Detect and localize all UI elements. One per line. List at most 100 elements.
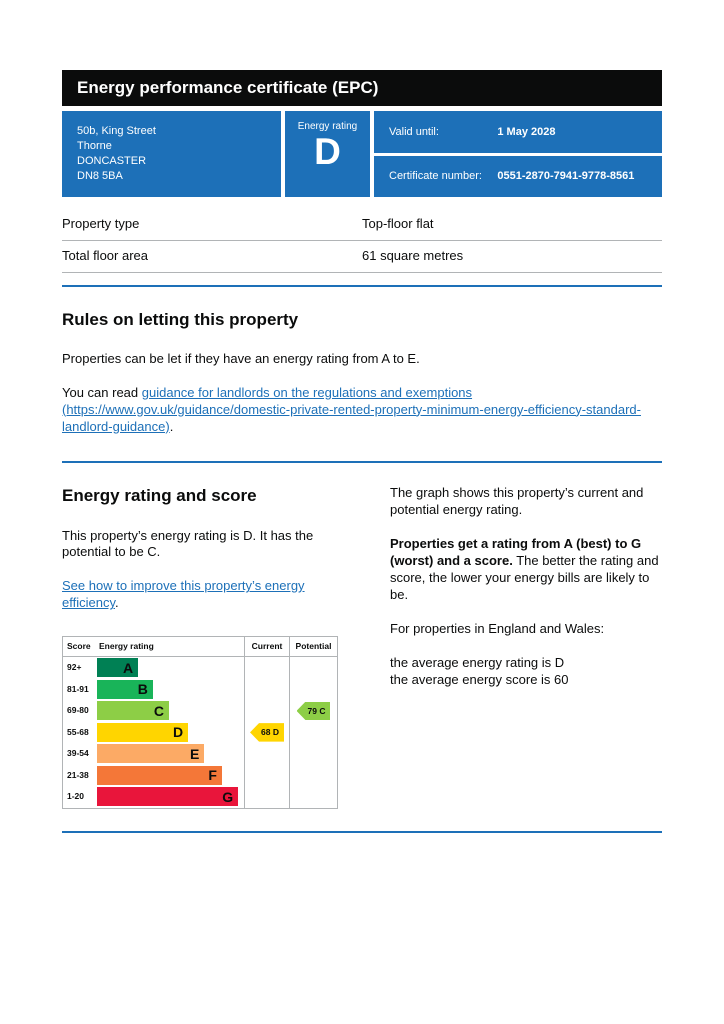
energy-rating-label: Energy rating [297, 121, 358, 132]
band-bar-d: D [97, 722, 189, 742]
potential-rating-tag: 79 C [296, 701, 331, 721]
band-bar-cell: D [97, 722, 244, 744]
chart-header-rating: Energy rating [99, 641, 154, 652]
epc-band-row-g: 1-20 G [63, 786, 337, 808]
epc-band-row-e: 39-54 E [63, 743, 337, 765]
potential-cell [289, 721, 337, 744]
band-letter: C [153, 702, 165, 719]
current-cell [244, 786, 289, 808]
epc-band-row-a: 92+ A [63, 657, 337, 679]
potential-cell [289, 678, 337, 701]
band-letter: B [137, 681, 148, 698]
section-divider [62, 284, 662, 287]
band-bar-a: A [97, 658, 139, 678]
rules-heading: Rules on letting this property [62, 309, 299, 329]
property-type-value: Top-floor flat [362, 216, 434, 231]
potential-cell [289, 743, 337, 765]
band-bar-g: G [97, 787, 239, 807]
landlord-guidance-link[interactable]: guidance for landlords on the regulation… [62, 384, 641, 434]
table-row: Property type Top-floor flat [62, 209, 662, 241]
band-bar-cell: E [97, 743, 244, 765]
rules-paragraph: Properties can be let if they have an en… [62, 350, 420, 366]
potential-cell [289, 764, 337, 787]
epc-band-row-b: 81-91 B [63, 678, 337, 701]
band-bar-b: B [97, 679, 153, 699]
potential-cell [289, 786, 337, 808]
table-row: Total floor area 61 square metres [62, 241, 662, 273]
epc-band-row-c: 69-80 C 79 C [63, 700, 337, 722]
address-line-4: DN8 5BA [77, 169, 123, 182]
average-rating-line: the average energy rating is D [390, 654, 565, 670]
chart-header-current: Current [244, 637, 289, 657]
band-bar-c: C [97, 701, 170, 721]
certificate-banner: Energy performance certificate (EPC) [62, 70, 662, 106]
improve-link-suffix: . [115, 595, 119, 611]
epc-band-row-d: 55-68 D 68 D [63, 721, 337, 744]
certificate-number-value: 0551-2870-7941-9778-8561 [497, 170, 635, 183]
band-bar-e: E [97, 744, 205, 764]
guidance-text-suffix: . [169, 418, 174, 434]
rating-left-column: Energy rating and score This property’s … [62, 485, 362, 809]
epc-band-row-f: 21-38 F [63, 764, 337, 787]
current-rating-tag: 68 D [250, 723, 284, 742]
rating-explainer-rest: The better the rating and score, the low… [390, 553, 659, 602]
certificate-summary-panel: 50b, King Street Thorne DONCASTER DN8 5B… [62, 111, 662, 197]
rating-summary-paragraph: This property’s energy rating is D. It h… [62, 527, 314, 560]
page-content: Energy performance certificate (EPC) 50b… [62, 70, 662, 833]
rating-explainer-paragraph: Properties get a rating from A (best) to… [390, 536, 662, 604]
address-line-2: Thorne [77, 139, 112, 152]
rating-right-column: The graph shows this property’s current … [390, 485, 662, 808]
rules-section: Rules on letting this property Propertie… [62, 309, 662, 436]
improve-efficiency-link[interactable]: See how to improve this property’s energ… [62, 578, 305, 611]
energy-rating-section: Energy rating and score This property’s … [62, 485, 662, 809]
certificate-number-row: Certificate number: 0551-2870-7941-9778-… [374, 152, 662, 198]
current-cell [244, 743, 289, 765]
chart-header-score: Score [67, 641, 91, 652]
potential-cell: 79 C [289, 700, 337, 722]
property-details-table: Property type Top-floor flat Total floor… [62, 209, 662, 273]
band-score-label: 81-91 [67, 683, 89, 694]
current-cell [244, 700, 289, 722]
floor-area-label: Total floor area [62, 247, 148, 263]
england-wales-paragraph: For properties in England and Wales: [390, 620, 605, 636]
band-score-label: 92+ [67, 662, 82, 673]
address-line-3: DONCASTER [77, 154, 147, 167]
band-score-label: 69-80 [67, 705, 89, 716]
band-score-label: 1-20 [67, 791, 85, 802]
current-cell [244, 764, 289, 787]
band-letter: F [208, 767, 217, 784]
chart-header-potential: Potential [289, 637, 337, 657]
valid-until-row: Valid until: 1 May 2028 [374, 111, 662, 153]
guidance-paragraph: You can read guidance for landlords on t… [62, 385, 662, 436]
address-line-1: 50b, King Street [77, 125, 156, 137]
certificate-meta-box: Valid until: 1 May 2028 Certificate numb… [374, 111, 662, 197]
current-cell [244, 657, 289, 679]
averages-paragraph: the average energy rating is D the avera… [390, 655, 662, 689]
epc-rating-chart: Score Energy rating Current Potential 92… [62, 636, 338, 809]
rating-heading: Energy rating and score [62, 486, 257, 506]
floor-area-value: 61 square metres [362, 247, 464, 263]
guidance-text-prefix: You can read [62, 384, 142, 400]
average-score-line: the average energy score is 60 [390, 671, 569, 687]
band-bar-cell: F [97, 765, 244, 787]
band-bar-f: F [97, 765, 222, 785]
band-score-label: 39-54 [67, 748, 89, 759]
band-bar-cell: C [97, 700, 244, 722]
improve-paragraph: See how to improve this property’s energ… [62, 578, 362, 612]
chart-header-row: Score Energy rating Current Potential [63, 637, 337, 658]
property-address: 50b, King Street Thorne DONCASTER DN8 5B… [62, 111, 281, 197]
rating-explainer-bold: Properties get a rating from A (best) to… [390, 536, 642, 569]
valid-until-value: 1 May 2028 [497, 125, 556, 138]
band-letter: D [173, 724, 184, 741]
valid-until-label: Valid until: [389, 125, 439, 138]
band-bar-cell: B [97, 679, 244, 701]
band-bar-cell: A [97, 657, 244, 679]
graph-intro-paragraph: The graph shows this property’s current … [390, 485, 644, 518]
band-letter: A [123, 659, 134, 676]
band-score-label: 21-38 [67, 769, 89, 780]
band-letter: G [222, 788, 234, 805]
energy-rating-box: Energy rating D [285, 111, 370, 197]
energy-rating-letter: D [314, 131, 341, 172]
potential-cell [289, 657, 337, 679]
certificate-number-label: Certificate number: [389, 170, 482, 183]
